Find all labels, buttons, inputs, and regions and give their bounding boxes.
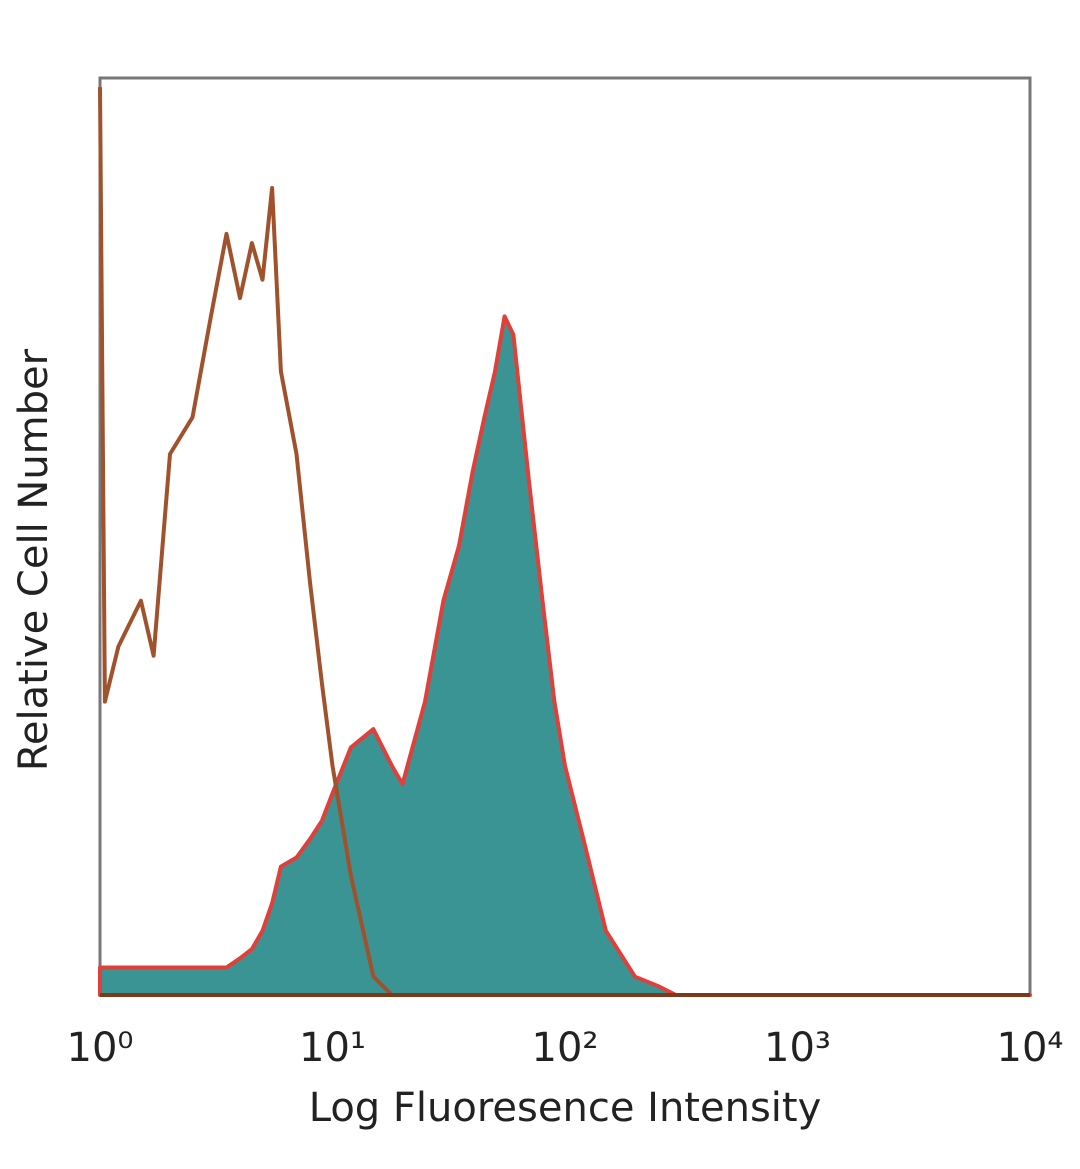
x-tick-label: 10⁰: [67, 1025, 134, 1071]
x-tick-label: 10⁴: [997, 1025, 1064, 1071]
x-tick-label: 10³: [764, 1025, 831, 1071]
x-axis-label: Log Fluoresence Intensity: [309, 1085, 822, 1131]
x-tick-label: 10²: [532, 1025, 599, 1071]
histogram-area: [98, 314, 1032, 997]
x-tick-label: 10¹: [299, 1025, 366, 1071]
y-axis-label: Relative Cell Number: [11, 348, 57, 771]
